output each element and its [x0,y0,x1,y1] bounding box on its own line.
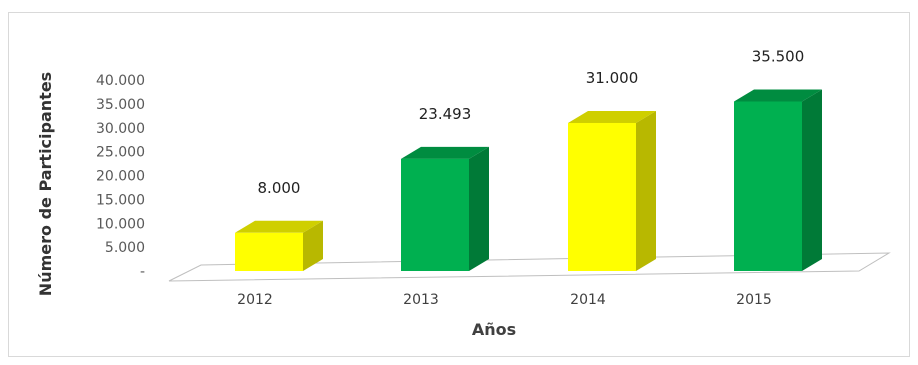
data-label: 23.493 [419,105,472,123]
bar-2013 [401,146,489,271]
chart-frame: - 5.000 10.000 15.000 20.000 25.000 30.000 35.0… [8,12,910,357]
bar-side [303,220,323,271]
bar-2015 [734,89,822,271]
bar-front [401,158,469,271]
y-tick-label: 30.000 [96,121,145,137]
y-axis-title: Número de Participantes [36,72,55,296]
y-tick-label: 35.000 [96,97,145,113]
chart-floor [168,252,891,282]
x-axis-title: Años [472,320,516,339]
bar-top [235,220,323,233]
bar-top [568,110,656,123]
y-tick-label: 40.000 [96,73,145,89]
bar-front [568,122,636,271]
bar-chart: - 5.000 10.000 15.000 20.000 25.000 30.000 35.0… [36,47,891,339]
bar-side [636,110,656,271]
bar-2012 [235,220,323,271]
bar-top [734,89,822,102]
bar-2014 [568,110,656,271]
y-tick-label: 20.000 [96,169,145,185]
x-tick-label: 2013 [403,292,439,308]
y-tick-label: 25.000 [96,145,145,161]
data-label: 8.000 [258,179,301,197]
bar-front [235,232,303,271]
y-tick-label: 10.000 [96,216,145,232]
y-tick-label: 5.000 [105,240,145,256]
x-tick-label: 2012 [237,292,273,308]
bar-side [469,146,489,271]
data-label: 35.500 [752,47,805,65]
bar-top [401,146,489,159]
data-label: 31.000 [586,69,639,87]
y-tick-label: 15.000 [96,192,145,208]
bar-front [734,101,802,271]
x-tick-label: 2014 [570,292,606,308]
x-tick-label: 2015 [736,292,772,308]
y-tick-label: - [140,264,145,280]
bar-side [802,89,822,271]
